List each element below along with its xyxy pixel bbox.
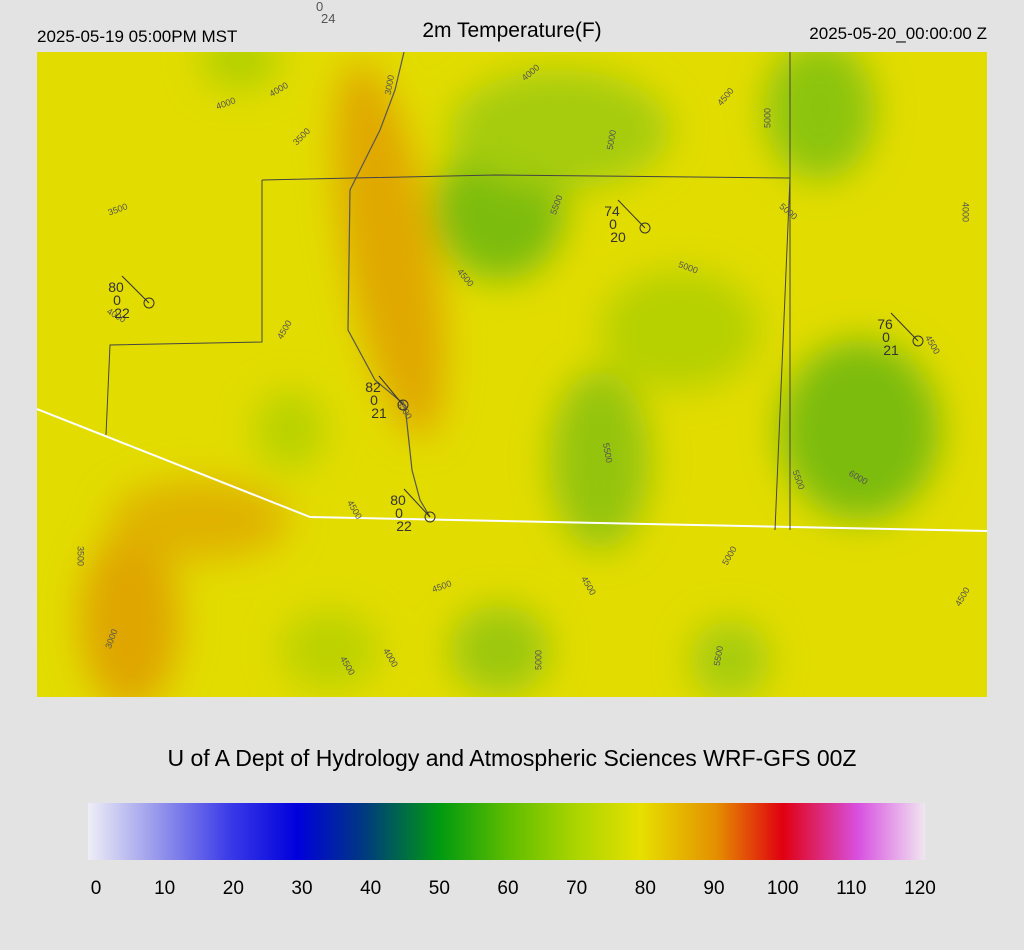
contour-label: 5500 — [712, 645, 725, 666]
colorbar-tick-label: 60 — [497, 878, 518, 899]
station-dew: 20 — [610, 229, 626, 245]
station-mid: 0 — [882, 329, 890, 345]
station-dew: 22 — [114, 305, 130, 321]
contour-label: 5000 — [533, 650, 543, 670]
station-temp: 76 — [877, 316, 893, 332]
colorbar-tick-label: 50 — [429, 878, 450, 899]
credit: U of A Dept of Hydrology and Atmospheric… — [167, 745, 856, 771]
stray-station-bottom: 24 — [321, 11, 335, 26]
station-mid: 0 — [370, 392, 378, 408]
station-dew: 21 — [371, 405, 387, 421]
colorbar-tick-label: 100 — [767, 878, 799, 899]
contour-label: 3500 — [76, 546, 86, 566]
station-circle — [397, 399, 409, 411]
station-temp: 74 — [604, 203, 620, 219]
station-dew: 21 — [883, 342, 899, 358]
station-circle — [912, 335, 924, 347]
contour-label: 5500 — [601, 442, 614, 463]
contour-label: 5000 — [762, 108, 772, 128]
valid-time-local: 2025-05-19 05:00PM MST — [37, 27, 237, 46]
colorbar-tick-label: 110 — [836, 878, 866, 899]
station-temp: 80 — [108, 279, 124, 295]
station-mid: 0 — [113, 292, 121, 308]
map-field — [37, 52, 987, 697]
stray-station-top: 0 — [316, 0, 323, 14]
colorbar-tick-label: 20 — [223, 878, 244, 899]
station-barb — [121, 275, 150, 304]
colorbar-tick-label: 90 — [703, 878, 724, 899]
contour-label: 3000 — [383, 74, 396, 95]
contour-label: 5000 — [605, 129, 618, 150]
colorbar-tick-label: 30 — [291, 878, 312, 899]
colorbar-tick-label: 80 — [635, 878, 656, 899]
valid-time-utc: 2025-05-20_00:00:00 Z — [809, 24, 987, 43]
colorbar-tick-label: 40 — [360, 878, 381, 899]
station-temp: 82 — [365, 379, 381, 395]
station-circle — [639, 222, 651, 234]
colorbar-tick-label: 0 — [91, 878, 102, 899]
station-mid: 0 — [609, 216, 617, 232]
station-temp: 80 — [390, 492, 406, 508]
station-dew: 22 — [396, 518, 412, 534]
station-barb — [890, 312, 919, 342]
station-circle — [424, 511, 436, 523]
station-barb — [403, 488, 431, 518]
station-barb — [617, 199, 646, 229]
contour-label: 4000 — [961, 202, 971, 222]
colorbar — [88, 803, 925, 860]
station-circle — [143, 297, 155, 309]
colorbar-tick-label: 120 — [904, 878, 936, 899]
colorbar-tick-label: 70 — [566, 878, 587, 899]
colorbar-tick-label: 10 — [154, 878, 175, 899]
map-title: 2m Temperature(F) — [422, 19, 601, 42]
station-mid: 0 — [395, 505, 403, 521]
station-barb — [378, 375, 404, 406]
